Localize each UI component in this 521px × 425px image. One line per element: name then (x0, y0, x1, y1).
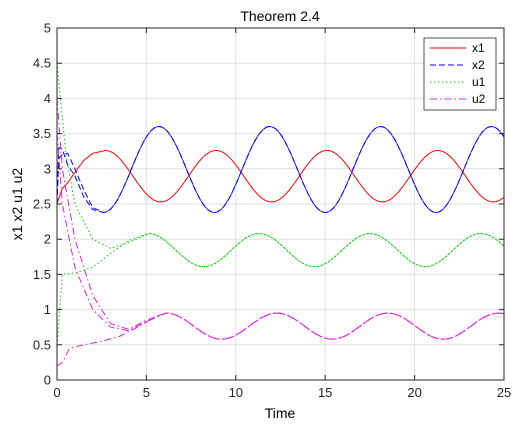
series-u2-line (56, 312, 505, 367)
x-tick-label: 25 (497, 385, 511, 400)
legend-label-x2: x2 (472, 58, 485, 72)
chart-title: Theorem 2.4 (240, 8, 320, 24)
x-tick-label: 0 (53, 385, 60, 400)
series-x2-line (56, 126, 505, 213)
y-tick-labels: 0 0.5 1 1.5 2 2.5 3 3.5 4 4.5 5 (33, 21, 51, 388)
legend: x1 x2 u1 u2 (423, 37, 497, 111)
x-tick-label: 10 (229, 385, 243, 400)
y-tick-label: 3.5 (33, 126, 51, 141)
x-axis-label: Time (265, 405, 296, 421)
legend-box (423, 37, 497, 111)
legend-label-x1: x1 (472, 41, 485, 55)
x-tick-labels: 0 5 10 15 20 25 (53, 385, 511, 400)
series-x1-line (56, 149, 505, 205)
y-tick-label: 5 (44, 21, 51, 36)
y-tick-label: 4.5 (33, 56, 51, 71)
y-tick-label: 0.5 (33, 337, 51, 352)
series-u1-line (56, 63, 505, 268)
y-tick-label: 1 (44, 302, 51, 317)
series-layer (56, 63, 505, 367)
y-tick-label: 0 (44, 373, 51, 388)
y-axis-label: x1 x2 u1 u2 (9, 168, 25, 241)
y-tick-label: 2 (44, 232, 51, 247)
legend-label-u2: u2 (472, 92, 486, 106)
x-tick-label: 20 (407, 385, 421, 400)
y-tick-label: 4 (44, 91, 51, 106)
ticks (56, 27, 505, 381)
legend-label-u1: u1 (472, 75, 486, 89)
x-tick-label: 15 (318, 385, 332, 400)
x-tick-label: 5 (143, 385, 150, 400)
series-u1-line (56, 233, 505, 345)
y-tick-label: 1.5 (33, 267, 51, 282)
y-tick-label: 3 (44, 161, 51, 176)
y-tick-label: 2.5 (33, 197, 51, 212)
